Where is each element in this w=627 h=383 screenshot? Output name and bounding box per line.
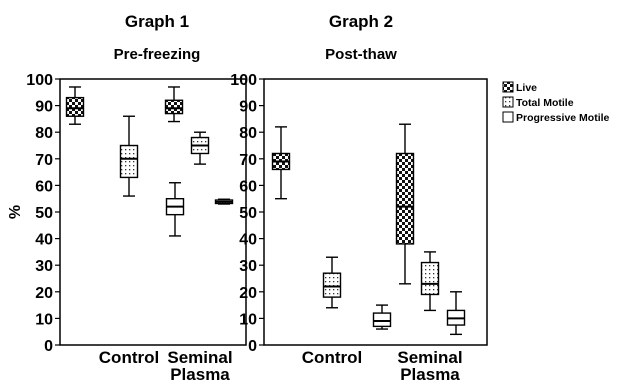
legend-entry: Total Motile bbox=[516, 97, 574, 109]
x-tick-label: Seminal Plasma bbox=[397, 348, 462, 383]
box-body bbox=[65, 96, 85, 117]
box-dots-2 bbox=[190, 131, 210, 165]
y-tick-label: 60 bbox=[35, 178, 53, 195]
y-tick-label: 70 bbox=[239, 152, 257, 169]
legend-swatch-checker bbox=[502, 81, 514, 93]
x-tick-label: Control bbox=[302, 348, 362, 367]
y-tick-label: 90 bbox=[35, 99, 53, 116]
plot-frame bbox=[59, 78, 247, 346]
x-tick-label: Control bbox=[99, 348, 159, 367]
y-tick-label: 20 bbox=[35, 285, 53, 302]
legend-swatch-dots bbox=[502, 96, 514, 108]
y-tick-label: 30 bbox=[239, 258, 257, 275]
chart-title: Graph 1 bbox=[125, 12, 189, 31]
legend-entry: Progressive Motile bbox=[516, 112, 610, 124]
box-dots-1 bbox=[119, 115, 139, 197]
x-tick-label-line: Seminal bbox=[167, 348, 232, 367]
chart-subtitle: Pre-freezing bbox=[114, 46, 201, 63]
box-plain-1 bbox=[165, 182, 185, 237]
y-tick-label: 40 bbox=[239, 232, 257, 249]
y-tick-label: 90 bbox=[239, 99, 257, 116]
y-tick-label: 100 bbox=[26, 72, 53, 89]
y-tick-label: 80 bbox=[239, 125, 257, 142]
y-tick-label: 40 bbox=[35, 232, 53, 249]
y-tick-label: 20 bbox=[239, 285, 257, 302]
y-tick-label: 0 bbox=[44, 338, 53, 355]
box-checker-1 bbox=[65, 86, 85, 125]
box-body bbox=[372, 312, 392, 328]
box-body bbox=[322, 272, 342, 298]
legend-swatch-plain bbox=[502, 111, 514, 123]
chart-1: Graph 1 Pre-freezing 0 10 20 30 40 50 60 70 80 90 10… bbox=[26, 12, 247, 383]
legend-entry: Live bbox=[516, 82, 537, 94]
x-tick-label-line: Seminal bbox=[397, 348, 462, 367]
y-tick-label: 60 bbox=[239, 178, 257, 195]
y-tick-label: 100 bbox=[230, 72, 257, 89]
box-dots-1 bbox=[322, 256, 342, 309]
x-tick-label-line: Control bbox=[302, 348, 362, 367]
box-checker-2 bbox=[395, 123, 415, 285]
box-plain-2 bbox=[214, 198, 234, 205]
chart-2: Graph 2 Post-thaw 0 10 20 30 40 50 60 70 80 90 100 Co… bbox=[230, 12, 488, 383]
y-tick-label: 10 bbox=[35, 311, 53, 328]
y-tick-label: 70 bbox=[35, 152, 53, 169]
x-tick-label-line: Plasma bbox=[170, 365, 230, 383]
plot-frame bbox=[263, 78, 488, 346]
box-dots-2 bbox=[420, 251, 440, 312]
box-body bbox=[420, 261, 440, 296]
box-checker-2 bbox=[164, 86, 184, 123]
y-axis-label: % bbox=[7, 205, 24, 219]
box-plain-2 bbox=[446, 291, 466, 336]
chart-subtitle: Post-thaw bbox=[325, 46, 397, 63]
y-tick-label: 50 bbox=[35, 205, 53, 222]
box-checker-1 bbox=[271, 126, 291, 200]
y-tick-label: 80 bbox=[35, 125, 53, 142]
box-body bbox=[164, 99, 184, 115]
box-body bbox=[395, 152, 415, 245]
legend: Live Total Motile Progressive Motile bbox=[502, 81, 610, 124]
chart-title: Graph 2 bbox=[329, 12, 393, 31]
x-tick-label-line: Control bbox=[99, 348, 159, 367]
box-plain-1 bbox=[372, 304, 392, 330]
x-tick-label-line: Plasma bbox=[400, 365, 460, 383]
plots-layer: Graph 1 Pre-freezing 0 10 20 30 40 50 60 70 80 90 10… bbox=[7, 12, 488, 383]
x-tick-label: Seminal Plasma bbox=[167, 348, 232, 383]
y-tick-label: 50 bbox=[239, 205, 257, 222]
y-tick-label: 30 bbox=[35, 258, 53, 275]
y-tick-label: 10 bbox=[239, 311, 257, 328]
box-body bbox=[119, 144, 139, 179]
y-tick-label: 0 bbox=[248, 338, 257, 355]
